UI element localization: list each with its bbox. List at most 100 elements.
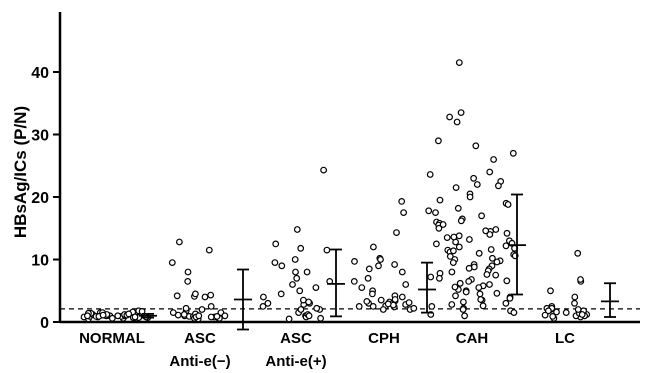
data-point <box>451 283 459 291</box>
data-point <box>402 281 410 288</box>
data-point <box>182 304 190 312</box>
data-point <box>297 244 305 252</box>
data-point <box>173 292 181 300</box>
data-point <box>131 313 139 321</box>
y-tick-label: 0 <box>40 315 49 332</box>
data-point <box>271 259 279 267</box>
data-point <box>198 306 206 313</box>
data-point <box>493 258 501 266</box>
data-point <box>312 284 320 292</box>
x-category-sublabel: Anti-e(−) <box>169 353 230 370</box>
data-point <box>291 256 299 263</box>
data-points <box>80 59 591 323</box>
data-point <box>446 252 454 260</box>
data-point <box>455 232 463 240</box>
data-point <box>545 307 552 315</box>
data-point <box>375 262 382 270</box>
data-point <box>377 296 385 304</box>
data-point <box>470 174 478 182</box>
data-point <box>369 290 376 298</box>
data-point <box>479 302 487 310</box>
data-point <box>184 268 192 276</box>
data-point <box>461 312 469 320</box>
data-point <box>503 229 511 237</box>
data-point <box>207 303 215 310</box>
data-point <box>476 290 484 298</box>
data-point <box>289 281 296 288</box>
data-point <box>393 229 400 237</box>
data-point <box>466 193 474 201</box>
x-category-label: LC <box>555 330 575 347</box>
data-point <box>303 268 311 276</box>
data-point <box>278 262 286 270</box>
data-point <box>489 254 496 262</box>
data-point <box>405 299 413 307</box>
data-point <box>459 306 467 313</box>
data-point <box>487 246 495 253</box>
data-point <box>452 184 460 192</box>
data-point <box>457 217 465 225</box>
x-category-sublabel: Anti-e(+) <box>265 353 326 370</box>
data-point <box>350 278 358 285</box>
data-point <box>355 303 363 310</box>
x-category-label: ASC <box>280 330 312 347</box>
data-point <box>370 243 377 251</box>
data-point <box>472 142 480 150</box>
data-point <box>277 290 285 298</box>
data-point <box>259 303 267 310</box>
data-point <box>305 298 313 306</box>
data-point <box>398 197 406 205</box>
data-point <box>391 261 399 268</box>
data-point <box>448 301 456 308</box>
data-point <box>297 306 305 313</box>
data-point <box>502 242 510 250</box>
data-point <box>436 196 444 204</box>
data-point <box>125 310 133 318</box>
y-tick-label: 10 <box>31 253 49 270</box>
data-point <box>168 259 176 267</box>
data-point <box>398 268 406 276</box>
data-point <box>213 313 221 320</box>
data-point <box>457 109 465 116</box>
data-point <box>578 311 586 318</box>
data-point <box>460 298 467 306</box>
data-point <box>448 268 456 276</box>
data-point <box>391 296 399 303</box>
data-point <box>453 118 461 126</box>
data-point <box>493 289 501 297</box>
data-point <box>432 209 439 217</box>
mean-sd-bars <box>139 193 619 331</box>
data-point <box>503 277 511 285</box>
data-point <box>364 274 372 282</box>
data-point <box>114 312 122 320</box>
data-point <box>502 299 510 307</box>
data-point <box>83 312 91 320</box>
data-point <box>435 224 443 232</box>
data-point <box>320 166 328 174</box>
data-point <box>435 137 442 145</box>
data-point <box>509 149 517 157</box>
data-point <box>475 284 483 292</box>
data-point <box>317 314 325 322</box>
data-point <box>260 293 267 301</box>
data-point <box>351 258 358 265</box>
data-point <box>456 279 464 287</box>
data-point <box>313 304 321 312</box>
data-point <box>490 156 498 163</box>
data-point <box>272 240 280 248</box>
data-point <box>449 259 457 267</box>
data-point <box>486 231 494 238</box>
data-point <box>377 256 384 263</box>
data-point <box>466 236 473 243</box>
data-point <box>455 59 463 66</box>
data-point <box>410 304 418 312</box>
data-point <box>510 309 518 317</box>
data-point <box>205 246 213 254</box>
data-point <box>207 313 215 321</box>
data-point <box>108 314 116 322</box>
data-point <box>549 313 557 320</box>
data-point <box>207 291 215 299</box>
data-point <box>201 293 209 301</box>
data-point <box>482 227 490 235</box>
